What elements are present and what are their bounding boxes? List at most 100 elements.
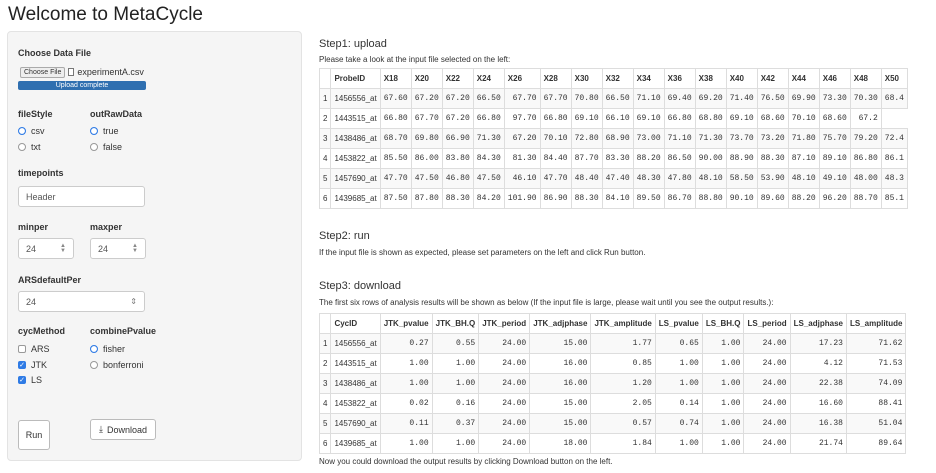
combine-fisher-radio[interactable]: fisher bbox=[90, 344, 125, 354]
checkbox-label: LS bbox=[31, 375, 43, 385]
table-cell: 86.00 bbox=[410, 148, 443, 169]
radio-selected-icon bbox=[90, 345, 98, 353]
outraw-true-radio[interactable]: true bbox=[90, 126, 119, 136]
table-cell: 70.10 bbox=[539, 128, 572, 149]
column-header: X32 bbox=[601, 68, 634, 89]
table-cell: 85.50 bbox=[379, 148, 412, 169]
table-cell: 1.00 bbox=[701, 373, 745, 394]
table-cell: 0.11 bbox=[379, 413, 433, 434]
radio-label: csv bbox=[31, 126, 45, 136]
table-cell: 89.64 bbox=[845, 433, 907, 454]
table-cell: 71.80 bbox=[787, 128, 820, 149]
table-cell: 24.00 bbox=[478, 353, 531, 374]
table-cell: 3 bbox=[319, 373, 332, 394]
table-cell: 66.80 bbox=[663, 108, 696, 129]
file-icon bbox=[68, 68, 75, 76]
table-cell: 1457690_at bbox=[330, 168, 381, 189]
timepoints-input[interactable]: Header bbox=[18, 186, 145, 207]
table-cell: 89.10 bbox=[818, 148, 851, 169]
minper-input[interactable]: 24 ▲ ▼ bbox=[18, 238, 74, 259]
chevron-updown-icon: ⇕ bbox=[130, 297, 137, 306]
table-cell: 47.80 bbox=[663, 168, 696, 189]
filestyle-csv-radio[interactable]: csv bbox=[18, 126, 45, 136]
combine-bonferroni-radio[interactable]: bonferroni bbox=[90, 360, 144, 370]
table-cell: 2 bbox=[319, 353, 332, 374]
table-cell: 4 bbox=[319, 148, 332, 169]
table-cell: 86.50 bbox=[663, 148, 696, 169]
table-cell: 83.80 bbox=[441, 148, 474, 169]
table-cell: 90.00 bbox=[694, 148, 727, 169]
footer-text: Now you could download the output result… bbox=[319, 457, 613, 466]
file-input[interactable]: Choose File experimentA.csv bbox=[20, 66, 144, 78]
choose-file-button[interactable]: Choose File bbox=[20, 66, 66, 78]
table-cell: 0.14 bbox=[654, 393, 703, 414]
column-header: JTK_amplitude bbox=[590, 313, 656, 334]
spinner-icon[interactable]: ▲ ▼ bbox=[132, 242, 138, 254]
table-cell: 69.40 bbox=[663, 88, 696, 109]
table-cell: 47.50 bbox=[410, 168, 443, 189]
run-button[interactable]: Run bbox=[18, 420, 50, 450]
table-cell: 1453822_at bbox=[330, 393, 381, 414]
table-cell: 24.00 bbox=[743, 413, 791, 434]
checkbox-label: ARS bbox=[31, 344, 50, 354]
spinner-icon[interactable]: ▲ ▼ bbox=[60, 242, 66, 254]
column-header: JTK_adjphase bbox=[529, 313, 592, 334]
table-cell: 71.10 bbox=[663, 128, 696, 149]
table-cell: 97.70 bbox=[503, 108, 541, 129]
table-cell: 67.20 bbox=[441, 88, 474, 109]
table-cell: 84.30 bbox=[472, 148, 505, 169]
table-cell: 0.57 bbox=[590, 413, 656, 434]
table-row: 4 1453822_at 0.02 0.16 24.00 15.00 2.05 0.14 1.0… bbox=[319, 393, 907, 414]
table-cell: 83.30 bbox=[601, 148, 634, 169]
outraw-false-radio[interactable]: false bbox=[90, 142, 122, 152]
table-cell: 1 bbox=[319, 88, 332, 109]
table-cell: 4.12 bbox=[789, 353, 847, 374]
table-cell: 79.20 bbox=[849, 128, 882, 149]
table-cell: 1.00 bbox=[654, 353, 703, 374]
table-cell: 1.00 bbox=[431, 353, 480, 374]
table-row: 6 1439685_at 1.00 1.00 24.00 18.00 1.84 1.00 1.0… bbox=[319, 433, 907, 454]
download-button[interactable]: ⤓ Download bbox=[90, 419, 156, 440]
table-cell: 101.90 bbox=[503, 188, 541, 209]
table-cell: 48.10 bbox=[694, 168, 727, 189]
table-cell: 88.41 bbox=[845, 393, 907, 414]
table-cell: 84.20 bbox=[472, 188, 505, 209]
checkbox-checked-icon: ✓ bbox=[18, 376, 26, 384]
table-cell: 69.90 bbox=[787, 88, 820, 109]
table-cell: 68.60 bbox=[818, 108, 851, 129]
table-cell: 1.00 bbox=[654, 373, 703, 394]
table-cell: 2 bbox=[319, 108, 332, 129]
maxper-input[interactable]: 24 ▲ ▼ bbox=[90, 238, 146, 259]
table-cell: 1 bbox=[319, 333, 332, 354]
cycmethod-ars-checkbox[interactable]: ARS bbox=[18, 344, 50, 354]
column-header: X30 bbox=[570, 68, 603, 89]
table-cell: 49.10 bbox=[818, 168, 851, 189]
arsdefaultper-select[interactable]: 24 ⇕ bbox=[18, 291, 145, 312]
table-cell: 66.80 bbox=[539, 108, 572, 129]
table-cell: 18.00 bbox=[529, 433, 592, 454]
table-cell: 24.00 bbox=[478, 393, 531, 414]
table-cell: 24.00 bbox=[478, 413, 531, 434]
table-cell: 1439685_at bbox=[330, 188, 381, 209]
radio-selected-icon bbox=[90, 127, 98, 135]
table-cell: 1.20 bbox=[590, 373, 656, 394]
column-header: X24 bbox=[472, 68, 505, 89]
column-header: X20 bbox=[410, 68, 443, 89]
arsdefaultper-value: 24 bbox=[26, 296, 37, 307]
table-cell: 46.80 bbox=[441, 168, 474, 189]
outrawdata-label: outRawData bbox=[90, 109, 143, 119]
table-cell: 87.80 bbox=[410, 188, 443, 209]
column-header: JTK_period bbox=[478, 313, 531, 334]
table-cell: 24.00 bbox=[743, 373, 791, 394]
filestyle-txt-radio[interactable]: txt bbox=[18, 142, 41, 152]
cycmethod-ls-checkbox[interactable]: ✓ LS bbox=[18, 375, 42, 385]
table-cell: 48.3 bbox=[880, 168, 908, 189]
table-cell: 48.30 bbox=[632, 168, 665, 189]
table-cell: 1.00 bbox=[701, 333, 745, 354]
table-cell: 1457690_at bbox=[330, 413, 381, 434]
filestyle-label: fileStyle bbox=[18, 109, 53, 119]
radio-empty-icon bbox=[90, 361, 98, 369]
table-cell: 1.00 bbox=[701, 353, 745, 374]
column-header bbox=[319, 68, 332, 89]
cycmethod-jtk-checkbox[interactable]: ✓ JTK bbox=[18, 360, 47, 370]
